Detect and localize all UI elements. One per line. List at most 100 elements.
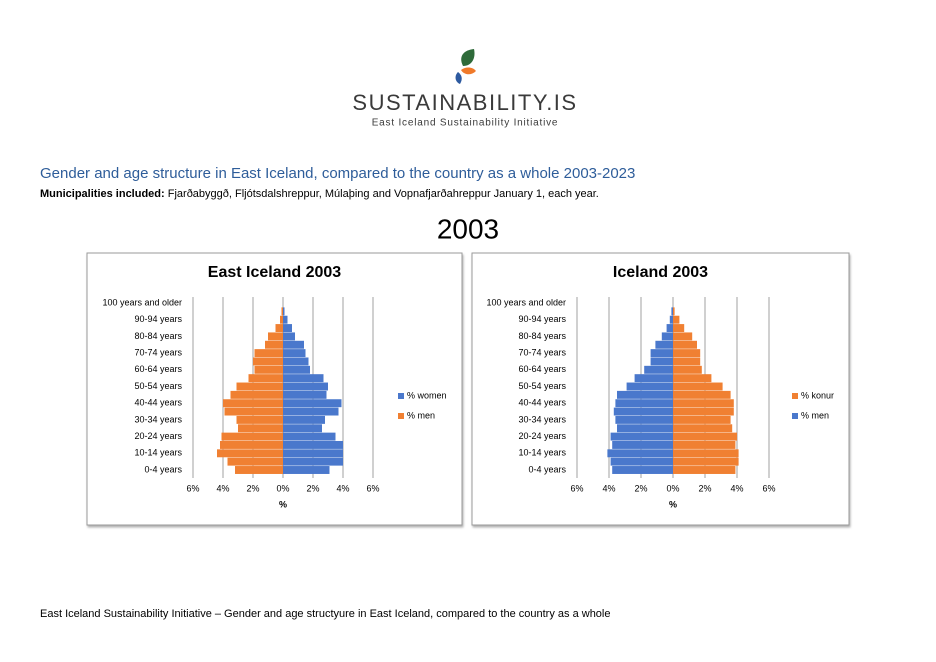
x-tick-label: 4% (602, 483, 615, 493)
bar (626, 382, 673, 391)
y-tick-label: 30-34 years (134, 414, 182, 424)
bar (283, 332, 295, 341)
bar (613, 407, 673, 416)
logo-leaf (461, 49, 475, 66)
bar (248, 374, 283, 383)
bar (254, 365, 283, 374)
bar (673, 349, 701, 358)
x-tick-label: 6% (762, 483, 775, 493)
bar (673, 357, 701, 366)
bar (230, 390, 283, 399)
heading: Gender and age structure in East Iceland… (40, 165, 635, 182)
y-tick-label: 0-4 years (528, 464, 566, 474)
bar (612, 466, 673, 474)
bar (238, 424, 283, 433)
bar (283, 340, 304, 349)
y-tick-label: 80-84 years (518, 331, 566, 341)
y-tick-label: 70-74 years (518, 347, 566, 357)
footer: East Iceland Sustainability Initiative –… (40, 608, 611, 620)
year: 2003 (437, 213, 499, 244)
bar (223, 399, 283, 408)
subheading-label: Municipalities included: (40, 188, 165, 200)
bar (283, 365, 310, 374)
bar (655, 340, 673, 349)
logo (455, 49, 476, 84)
bar (673, 432, 737, 441)
bar (650, 349, 673, 358)
bar (283, 382, 328, 391)
bar (650, 357, 673, 366)
bar (673, 382, 723, 391)
bar (634, 374, 673, 383)
y-tick-label: 60-64 years (134, 364, 182, 374)
bar (673, 340, 697, 349)
bar (283, 415, 325, 424)
legend-label: % konur (801, 390, 834, 400)
bar (673, 315, 680, 324)
x-tick-label: 6% (366, 483, 379, 493)
bar (254, 349, 283, 358)
bar (283, 399, 342, 408)
x-tick-label: 2% (634, 483, 647, 493)
x-tick-label: 0% (666, 483, 679, 493)
brand: SUSTAINABILITY.IS (352, 90, 577, 115)
legend-swatch (398, 393, 404, 399)
y-tick-label: 50-54 years (134, 381, 182, 391)
bar (217, 449, 283, 458)
bar (673, 407, 734, 416)
bar (673, 365, 702, 374)
subheading-text: Fjarðabyggð, Fljótsdalshreppur, Múlaþing… (168, 188, 599, 200)
x-tick-label: 2% (306, 483, 319, 493)
bar (610, 457, 673, 466)
bar (268, 332, 283, 341)
bar (669, 315, 673, 324)
bar (283, 424, 322, 433)
bar (673, 440, 736, 449)
bar (236, 415, 283, 424)
bar (673, 449, 739, 458)
bar (673, 307, 675, 316)
bar (220, 440, 283, 449)
x-tick-label: 4% (216, 483, 229, 493)
bar (253, 357, 283, 366)
bar (673, 390, 731, 399)
bar (617, 390, 673, 399)
bar (283, 466, 330, 474)
bar (227, 457, 283, 466)
bar (283, 315, 288, 324)
tagline: East Iceland Sustainability Initiative (372, 118, 559, 129)
legend-label: % men (801, 410, 829, 420)
y-tick-label: 100 years and older (102, 297, 182, 307)
bar (265, 340, 283, 349)
y-tick-label: 100 years and older (486, 297, 566, 307)
legend-label: % men (407, 410, 435, 420)
x-tick-label: 6% (570, 483, 583, 493)
bar (673, 324, 685, 333)
y-tick-label: 20-24 years (134, 431, 182, 441)
y-tick-label: 40-44 years (518, 398, 566, 408)
chart-title: Iceland 2003 (613, 264, 708, 281)
bar (283, 457, 343, 466)
bar (283, 357, 309, 366)
bar (283, 407, 339, 416)
bar (283, 390, 327, 399)
bar (607, 449, 673, 458)
y-tick-label: 90-94 years (134, 314, 182, 324)
legend-swatch (398, 413, 404, 419)
y-tick-label: 10-14 years (134, 448, 182, 458)
x-axis-label: % (669, 499, 677, 509)
legend-swatch (792, 413, 798, 419)
y-tick-label: 70-74 years (134, 347, 182, 357)
bar (275, 324, 283, 333)
bar (221, 432, 283, 441)
bar (236, 382, 283, 391)
x-tick-label: 4% (730, 483, 743, 493)
bar (661, 332, 673, 341)
bar (666, 324, 673, 333)
y-tick-label: 30-34 years (518, 414, 566, 424)
bar (283, 432, 336, 441)
x-axis-label: % (279, 499, 287, 509)
subheading: Municipalities included: Fjarðabyggð, Fl… (40, 188, 599, 200)
bar (224, 407, 283, 416)
